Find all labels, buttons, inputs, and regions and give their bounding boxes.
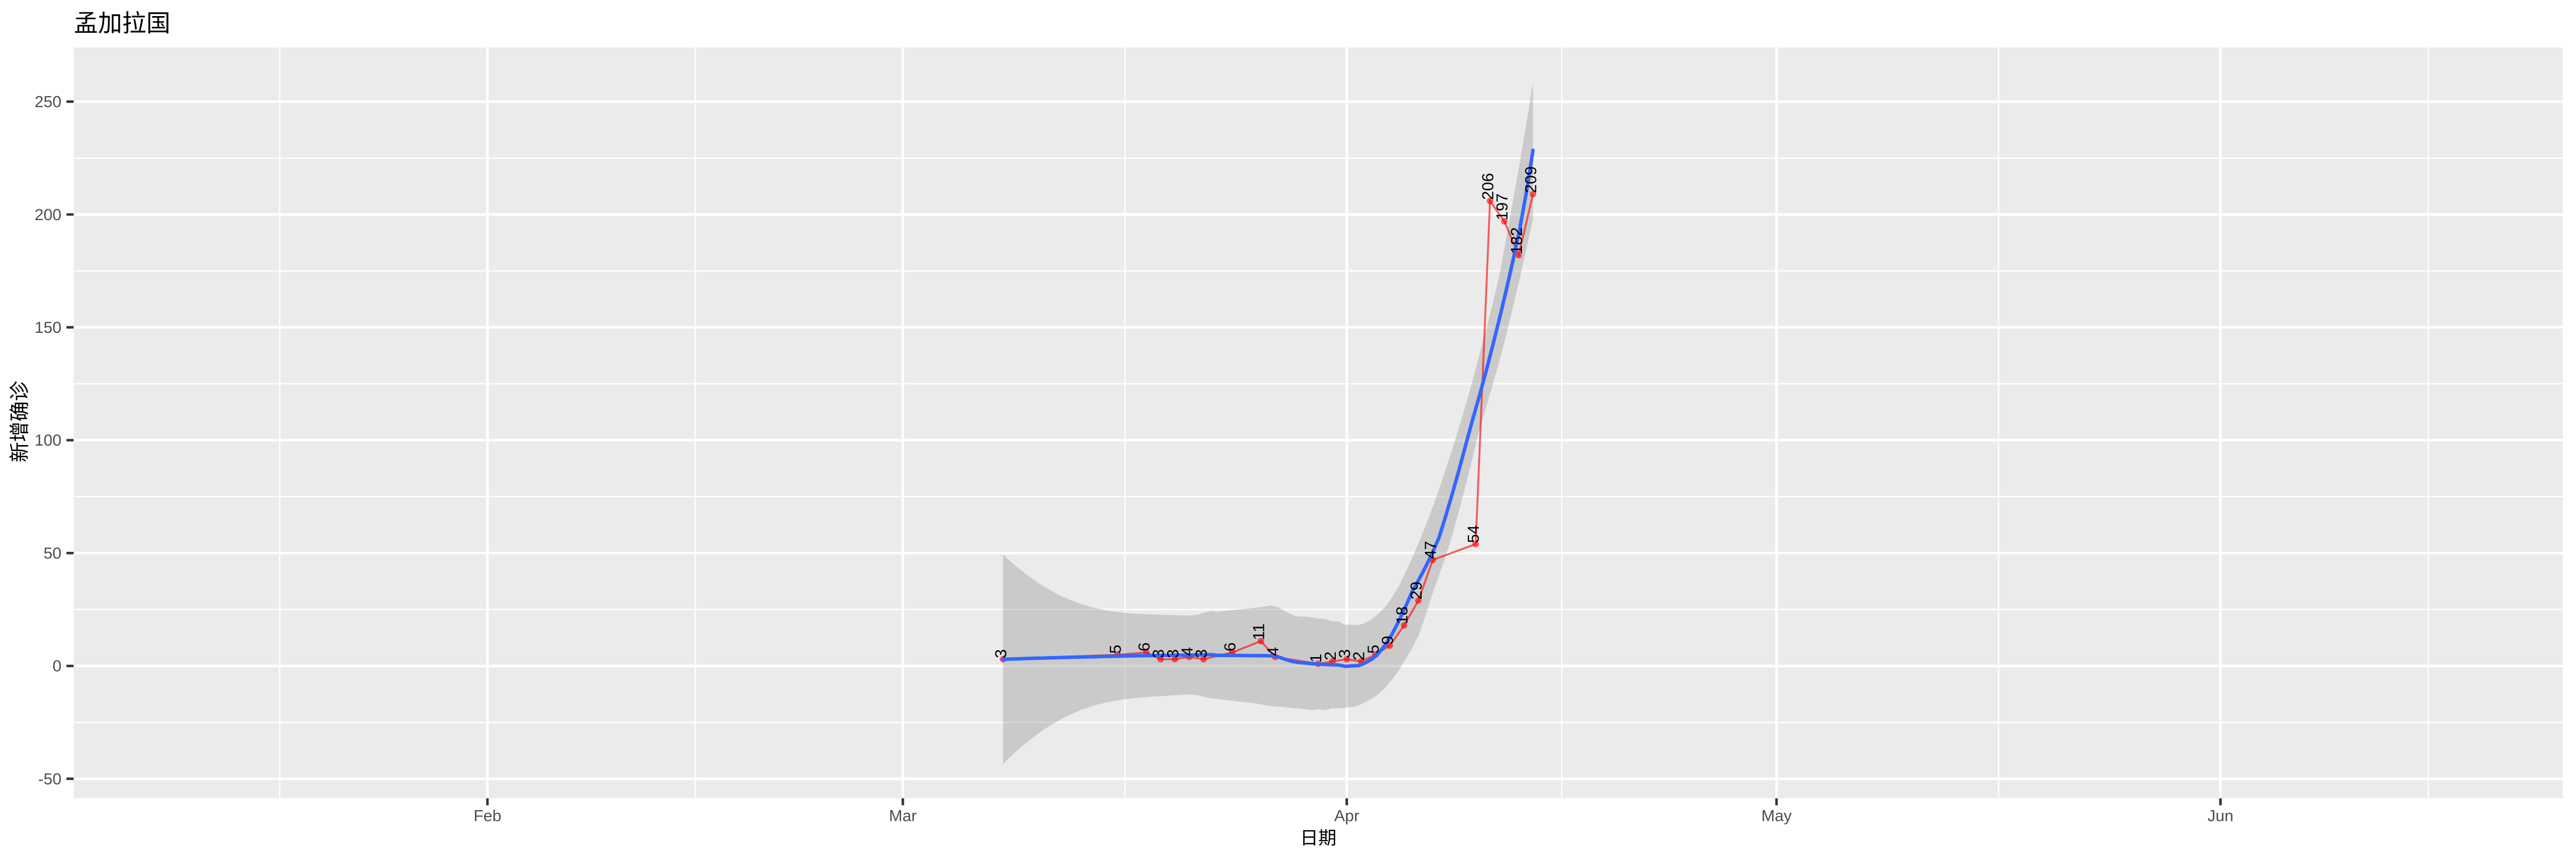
svg-text:18: 18 [1393,606,1411,624]
svg-text:Mar: Mar [889,807,917,825]
svg-text:3: 3 [1193,649,1211,658]
svg-text:1: 1 [1307,654,1325,663]
svg-text:54: 54 [1465,525,1483,543]
svg-text:50: 50 [43,545,61,563]
svg-text:3: 3 [1150,649,1168,658]
svg-text:250: 250 [34,93,61,111]
svg-text:Jun: Jun [2207,807,2233,825]
svg-text:6: 6 [1221,643,1239,652]
svg-text:5: 5 [1107,645,1125,654]
svg-text:3: 3 [992,649,1010,658]
svg-text:2: 2 [1350,651,1368,660]
svg-text:-50: -50 [38,770,61,788]
svg-text:Apr: Apr [1334,807,1359,825]
svg-text:150: 150 [34,319,61,337]
svg-text:5: 5 [1365,645,1382,654]
svg-text:4: 4 [1179,647,1196,656]
svg-text:197: 197 [1494,193,1511,220]
svg-text:9: 9 [1379,636,1397,645]
svg-text:209: 209 [1523,166,1540,193]
svg-text:0: 0 [53,658,62,675]
svg-text:29: 29 [1408,581,1425,599]
svg-text:182: 182 [1508,227,1526,254]
svg-text:May: May [1761,807,1792,825]
svg-text:100: 100 [34,432,61,449]
svg-text:6: 6 [1136,643,1153,652]
svg-text:200: 200 [34,206,61,224]
svg-text:2: 2 [1322,651,1340,660]
svg-text:Feb: Feb [473,807,501,825]
svg-text:3: 3 [1164,649,1182,658]
svg-text:3: 3 [1336,649,1354,658]
svg-text:206: 206 [1479,173,1497,200]
svg-text:11: 11 [1250,623,1268,640]
svg-text:4: 4 [1264,647,1282,656]
svg-text:47: 47 [1422,541,1440,559]
